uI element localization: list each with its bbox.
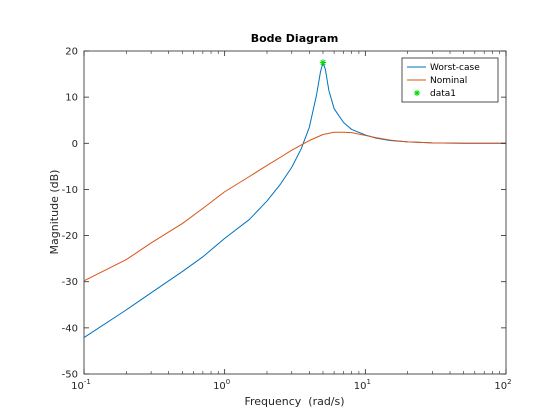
x-tick-exponent: 1 — [366, 378, 370, 386]
y-axis-label: Magnitude (dB) — [48, 170, 61, 255]
y-ticks: -50 -40 -30 -20 -10 0 10 20 — [62, 47, 506, 381]
x-tick-exponent: 0 — [226, 378, 230, 386]
x-tick-exponent: -1 — [84, 378, 91, 386]
y-tick-label: 10 — [65, 93, 78, 104]
data-point-data1 — [319, 59, 327, 66]
axes-box — [83, 50, 507, 375]
x-tick-exponent: 2 — [507, 378, 511, 386]
series-layer — [83, 59, 507, 338]
series-line-nominal — [83, 131, 507, 282]
y-tick-label: -20 — [62, 231, 78, 242]
y-tick-label: -50 — [62, 370, 78, 381]
y-tick-label: 0 — [72, 139, 78, 150]
legend-label-worst-case: Worst-case — [430, 63, 480, 73]
x-axis-label: Frequency (rad/s) — [244, 395, 344, 408]
legend-marker-data1 — [414, 90, 420, 96]
y-tick-label: 20 — [65, 47, 78, 58]
y-tick-label: -10 — [62, 185, 78, 196]
legend-label-data1: data1 — [430, 89, 456, 99]
chart-title: Bode Diagram — [251, 32, 339, 45]
y-tick-label: -30 — [62, 277, 78, 288]
legend: Worst-case Nominal data1 — [401, 57, 499, 103]
legend-label-nominal: Nominal — [430, 76, 467, 86]
y-tick-label: -40 — [62, 323, 78, 334]
